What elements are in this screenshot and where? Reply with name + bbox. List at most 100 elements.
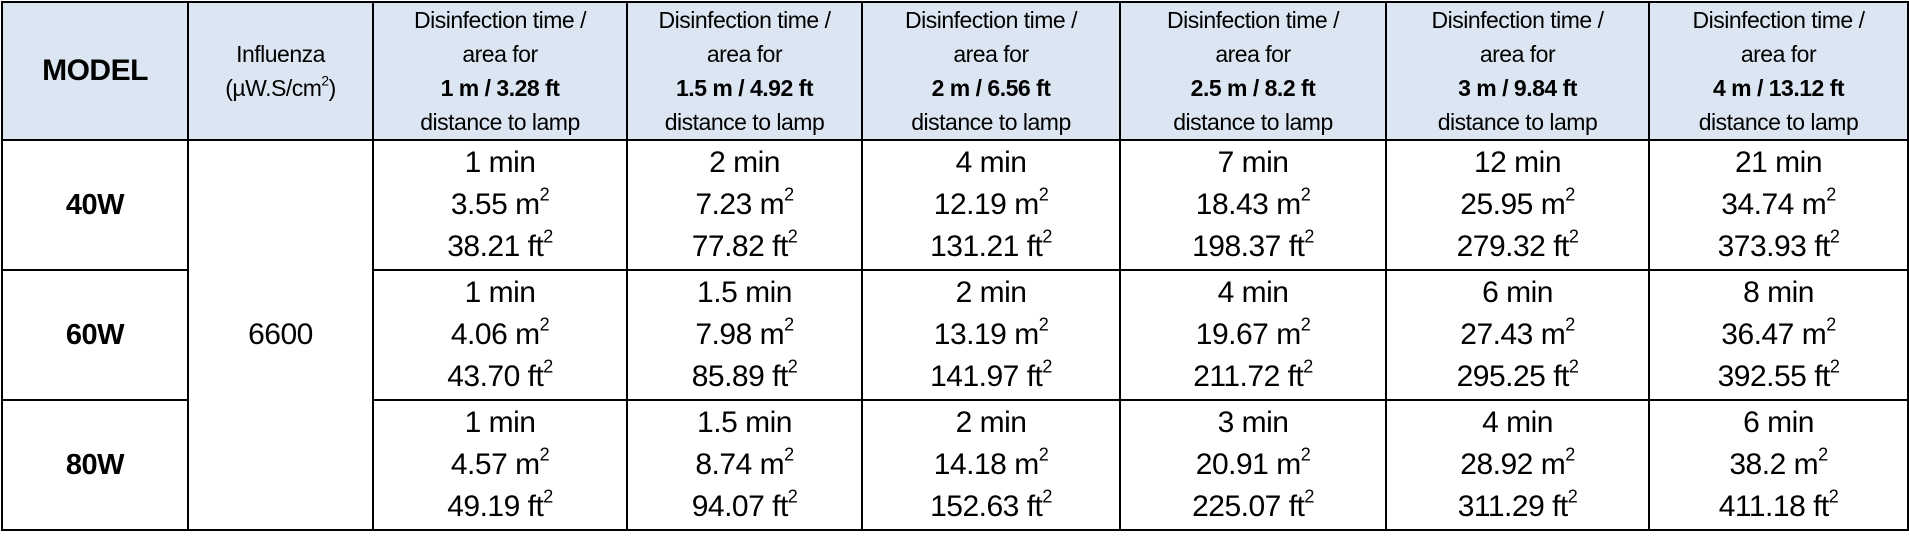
time: 1 min [464, 146, 536, 179]
header-line: Disinfection time / [413, 7, 587, 33]
area: 141.97 ft [930, 360, 1043, 393]
time: 4 min [1217, 276, 1289, 309]
superscript: 2 [787, 356, 798, 377]
header-line: distance to lamp [1698, 109, 1859, 135]
distance: 2 m / 6.56 ft [931, 75, 1051, 101]
header-line: area for [706, 41, 783, 67]
superscript: 2 [1300, 444, 1311, 465]
cell: 21 min 34.74 m2 373.93 ft2 [1648, 139, 1909, 271]
superscript: 2 [784, 314, 794, 335]
superscript: 2 [543, 226, 553, 247]
area: 225.07 ft [1192, 490, 1305, 523]
superscript: 2 [1300, 314, 1311, 335]
cell: 1.5 min 8.74 m2 94.07 ft2 [626, 399, 863, 531]
header-line: area for [1479, 41, 1556, 67]
cell: 4 min 19.67 m2 211.72 ft2 [1119, 269, 1387, 401]
area: 27.43 m [1460, 318, 1566, 351]
area: 94.07 ft [691, 490, 789, 523]
cell: 6 min 38.2 m2 411.18 ft2 [1648, 399, 1909, 531]
influenza-name: Influenza [236, 41, 325, 67]
distance: 1 m / 3.28 ft [440, 75, 560, 101]
distance: 4 m / 13.12 ft [1712, 75, 1845, 101]
cell: 3 min 20.91 m2 225.07 ft2 [1119, 399, 1387, 531]
influenza-header: Influenza (µW.S/cm2) [187, 1, 374, 141]
time: 4 min [955, 146, 1027, 179]
time: 1.5 min [697, 276, 792, 309]
cell: 2 min 14.18 m2 152.63 ft2 [861, 399, 1121, 531]
time: 6 min [1743, 406, 1814, 439]
distance: 1.5 m / 4.92 ft [676, 75, 813, 101]
superscript: 2 [1038, 444, 1049, 465]
model: 40W [1, 139, 189, 271]
superscript: 2 [543, 356, 553, 377]
cell: 4 min 12.19 m2 131.21 ft2 [861, 139, 1121, 271]
superscript: 2 [539, 184, 550, 205]
area: 77.82 ft [691, 230, 789, 263]
row: 60W 1 min 4.06 m2 43.70 ft2 1.5 min 7.98 m2 85… [1, 269, 1909, 401]
superscript: 2 [1826, 184, 1836, 205]
area: 25.95 m [1460, 188, 1566, 221]
time: 2 min [955, 406, 1027, 439]
time: 12 min [1473, 146, 1562, 179]
superscript: 2 [1042, 226, 1052, 247]
superscript: 2 [1565, 184, 1575, 205]
area: 13.19 m [933, 318, 1039, 351]
time: 8 min [1743, 276, 1814, 309]
area: 7.98 m [695, 318, 785, 351]
header-line: distance to lamp [911, 109, 1071, 135]
header-line: area for [1740, 41, 1817, 67]
cell: 2 min 7.23 m2 77.82 ft2 [626, 139, 863, 271]
time: 1 min [464, 276, 536, 309]
header-line: Disinfection time / [658, 7, 831, 33]
row: 40W 6600 1 min 3.55 m2 38.21 ft2 2 min 7.23 m2… [1, 139, 1909, 531]
superscript: 2 [1568, 226, 1579, 247]
header-line: area for [462, 41, 538, 67]
area: 49.19 ft [447, 490, 544, 523]
cell: 1 min 4.57 m2 49.19 ft2 [372, 399, 628, 531]
time: 3 min [1217, 406, 1289, 439]
area: 12.19 m [933, 188, 1039, 221]
area: 28.92 m [1460, 448, 1566, 481]
header-line: distance to lamp [1173, 109, 1333, 135]
area: 38.21 ft [447, 230, 544, 263]
influenza-unit: (µW.S/cm [225, 75, 322, 101]
area: 7.23 m [695, 188, 785, 221]
distance-header: Disinfection time / area for 2.5 m / 8.2 f… [1119, 1, 1387, 141]
superscript: 2 [539, 444, 550, 465]
cell: 1.5 min 7.98 m2 85.89 ft2 [626, 269, 863, 401]
cell: 7 min 18.43 m2 198.37 ft2 [1119, 139, 1387, 271]
time: 4 min [1482, 406, 1553, 439]
header-line: distance to lamp [420, 109, 580, 135]
superscript: 2 [784, 184, 794, 205]
cell: 4 min 28.92 m2 311.29 ft2 [1385, 399, 1650, 531]
cell: 6 min 27.43 m2 295.25 ft2 [1385, 269, 1650, 401]
area: 34.74 m [1721, 188, 1827, 221]
distance: 3 m / 9.84 ft [1458, 75, 1577, 101]
superscript: 2 [539, 314, 550, 335]
superscript: 2 [1042, 486, 1052, 507]
superscript: 2 [543, 486, 553, 507]
superscript: 2 [1829, 356, 1840, 377]
superscript: 2 [321, 73, 329, 89]
superscript: 2 [1304, 486, 1314, 507]
superscript: 2 [1038, 314, 1049, 335]
area: 198.37 ft [1192, 230, 1305, 263]
area: 19.67 m [1195, 318, 1301, 351]
header-line: area for [953, 41, 1029, 67]
superscript: 2 [1828, 486, 1839, 507]
cell: 2 min 13.19 m2 141.97 ft2 [861, 269, 1121, 401]
superscript: 2 [787, 226, 798, 247]
superscript: 2 [1042, 356, 1052, 377]
header-line: distance to lamp [1437, 109, 1598, 135]
header-line: Disinfection time / [1431, 7, 1604, 33]
distance-header: Disinfection time / area for 1.5 m / 4.92 … [626, 1, 863, 141]
area: 211.72 ft [1193, 360, 1304, 393]
distance: 2.5 m / 8.2 ft [1190, 75, 1316, 101]
header-row: MODEL Influenza (µW.S/cm2) Disinfection t… [1, 1, 1909, 141]
time: 21 min [1734, 146, 1823, 179]
area: 311.29 ft [1457, 490, 1569, 523]
area: 38.2 m [1729, 448, 1819, 481]
distance-header: Disinfection time / area for 2 m / 6.56 ft… [861, 1, 1121, 141]
superscript: 2 [1818, 444, 1828, 465]
area: 295.25 ft [1456, 360, 1570, 393]
